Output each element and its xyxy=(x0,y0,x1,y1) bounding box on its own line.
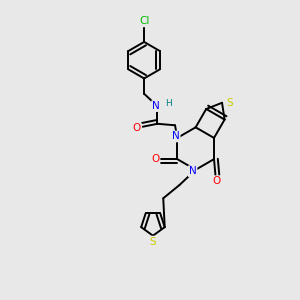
Text: S: S xyxy=(150,237,156,247)
Text: N: N xyxy=(172,131,180,142)
Text: N: N xyxy=(152,101,160,111)
Text: H: H xyxy=(165,99,172,108)
Text: O: O xyxy=(213,176,221,186)
Text: O: O xyxy=(133,123,141,133)
Text: N: N xyxy=(189,166,196,176)
Text: S: S xyxy=(226,98,233,108)
Text: O: O xyxy=(151,154,159,164)
Text: Cl: Cl xyxy=(139,16,149,26)
